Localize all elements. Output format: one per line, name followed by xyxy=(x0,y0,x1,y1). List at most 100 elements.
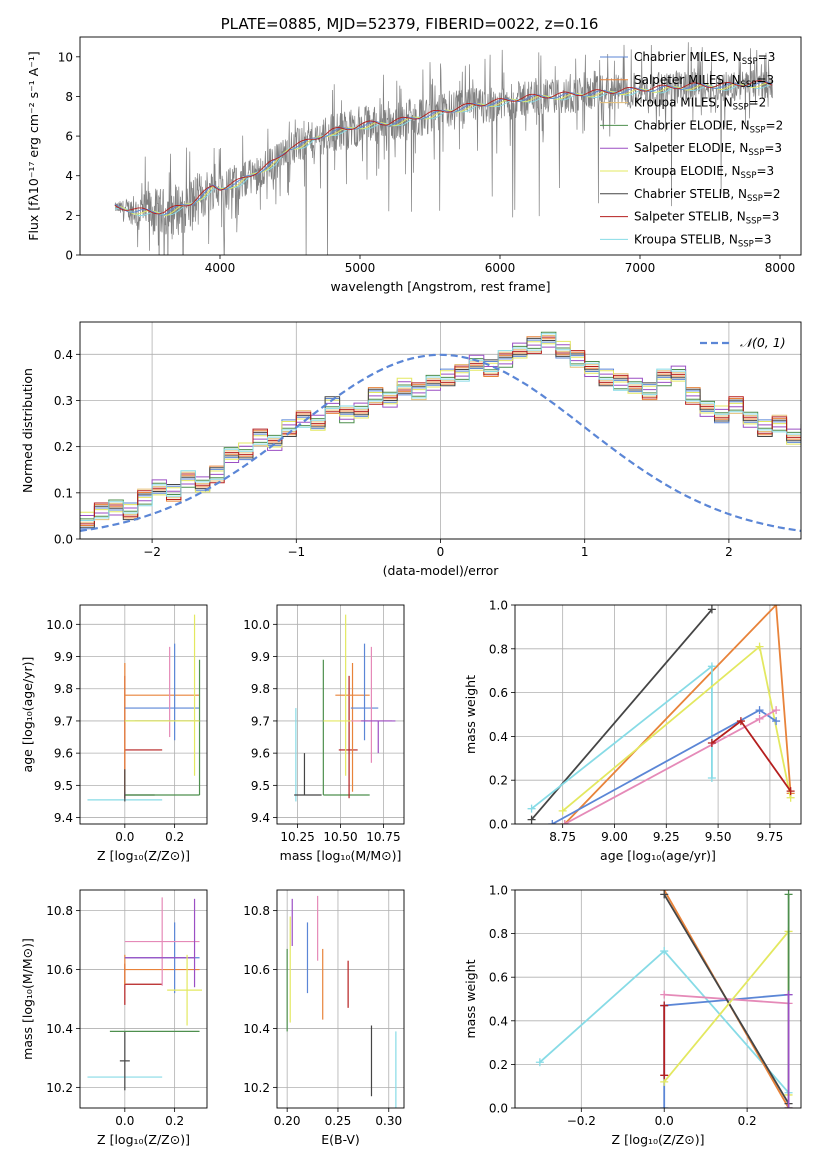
x-tick-label: 9.00 xyxy=(601,830,628,844)
y-tick-label: 0.6 xyxy=(489,971,508,985)
y-tick-label: 0.4 xyxy=(489,730,508,744)
x-tick-label: 0.30 xyxy=(375,1114,402,1128)
weight-marker xyxy=(558,806,567,815)
x-tick-label: −1 xyxy=(287,545,305,559)
plot-area-residuals xyxy=(80,331,801,532)
y-tick-label: 0.3 xyxy=(54,394,73,408)
legend-entry: Kroupa ELODIE, NSSP=3 xyxy=(634,164,774,181)
y-tick-label: 9.8 xyxy=(251,682,270,696)
axes-mass-vs-ebv: 0.20 0.25 0.30 10.2 10.4 10.6 10.8 E(B-V) xyxy=(243,889,405,1147)
weight-marker xyxy=(784,990,793,999)
y-tick-label: 0.2 xyxy=(54,440,73,454)
weight-marker xyxy=(527,804,536,813)
y-tick-label: 0.8 xyxy=(489,642,508,656)
y-tick-label: 10.0 xyxy=(46,618,73,632)
legend-text: Kroupa STELIB, N xyxy=(634,232,738,246)
weight-marker xyxy=(660,1104,669,1108)
plot-area-mass-weight-vs-Z xyxy=(535,890,793,1108)
x-tick-label: 9.25 xyxy=(653,830,680,844)
model-spectrum-salpeter-stelib xyxy=(114,80,773,215)
axes-spectrum: 4000 5000 6000 7000 8000 0 2 4 6 8 10 wavelength [A… xyxy=(26,36,802,294)
histogram-salpeter-elodie xyxy=(80,342,801,516)
weight-marker xyxy=(784,890,793,899)
legend-text: Salpeter ELODIE, N xyxy=(634,141,748,155)
x-tick-label: 10.75 xyxy=(366,830,400,844)
x-tick-label: 0.0 xyxy=(655,1114,674,1128)
y-tick-label: 0.2 xyxy=(489,1058,508,1072)
legend-entry: Salpeter ELODIE, NSSP=3 xyxy=(634,141,782,158)
legend-subscript: SSP xyxy=(748,148,764,158)
normal-curve xyxy=(80,353,801,532)
x-tick-label: 0.25 xyxy=(325,1114,352,1128)
weight-marker xyxy=(784,1104,793,1108)
weight-marker xyxy=(755,714,764,723)
y-tick-label: 2 xyxy=(65,209,73,223)
axes-mass-vs-Z: 0.0 0.2 10.2 10.4 10.6 10.8 Z [log₁₀(Z/Z⊙)] mas… xyxy=(20,889,208,1147)
weight-series-kroupa-elodie xyxy=(562,644,792,812)
weight-marker xyxy=(772,706,781,715)
y-tick-label: 0.0 xyxy=(489,1102,508,1116)
x-tick-label: 0.2 xyxy=(165,830,184,844)
weight-marker xyxy=(755,706,764,715)
x-axis-label: (data-model)/error xyxy=(383,563,500,578)
y-tick-label: 10.2 xyxy=(243,1081,270,1095)
weight-marker xyxy=(535,1058,544,1067)
legend-text: Salpeter STELIB, N xyxy=(634,210,746,224)
legend-suffix: =3 xyxy=(764,141,782,155)
weight-marker xyxy=(707,738,716,747)
y-tick-label: 0.0 xyxy=(54,533,73,547)
weight-marker xyxy=(660,990,669,999)
x-axis-label: wavelength [Angstrom, rest frame] xyxy=(330,279,550,294)
axes-age-vs-mass: 10.25 10.50 10.75 9.4 9.5 9.6 9.7 9.8 9.9 10.0 mas… xyxy=(243,604,405,863)
legend-suffix: =2 xyxy=(749,96,767,110)
y-tick-label: 9.9 xyxy=(54,650,73,664)
histogram-salpeter-miles xyxy=(80,336,801,526)
x-tick-label: 4000 xyxy=(205,261,236,275)
y-tick-label: 10.8 xyxy=(46,904,73,918)
legend-suffix: =3 xyxy=(758,50,776,64)
plot-area-age-vs-Z xyxy=(87,614,201,802)
x-tick-label: 7000 xyxy=(625,261,656,275)
weight-marker xyxy=(736,717,745,726)
weight-marker xyxy=(660,890,669,899)
histogram-kroupa-miles xyxy=(80,335,801,523)
legend-subscript: SSP xyxy=(741,171,757,181)
legend-subscript: SSP xyxy=(746,217,762,227)
y-axis-label: age [log₁₀(age/yr)] xyxy=(20,657,35,773)
weight-marker xyxy=(772,717,781,726)
axes-frame xyxy=(276,889,405,1109)
y-tick-label: 10.4 xyxy=(243,1022,270,1036)
legend-suffix: =2 xyxy=(766,118,784,132)
legend-entry: Kroupa MILES, NSSP=2 xyxy=(634,96,766,113)
axes-residuals: −2 −1 0 1 2 0.0 0.1 0.2 0.3 0.4 (data-model)/error… xyxy=(20,321,802,578)
legend-text: Chabrier STELIB, N xyxy=(634,187,747,201)
axes-frame xyxy=(276,604,405,825)
x-tick-label: 1 xyxy=(581,545,589,559)
histogram-chabrier-stelib xyxy=(80,337,801,528)
x-axis-label: mass [log₁₀(M/M⊙)] xyxy=(280,848,402,863)
legend-entry: Chabrier STELIB, NSSP=2 xyxy=(634,187,781,204)
weight-marker xyxy=(527,815,536,824)
axes-mass-weight-vs-Z: −0.2 0.0 0.2 0.0 0.2 0.4 0.6 0.8 1.0 Z [log₁₀(Z/Z… xyxy=(463,884,802,1147)
x-axis-label: E(B-V) xyxy=(321,1132,360,1147)
y-tick-label: 9.5 xyxy=(54,779,73,793)
y-axis-label: mass weight xyxy=(463,675,478,754)
legend-entry: Chabrier ELODIE, NSSP=2 xyxy=(634,118,783,135)
histogram-salpeter-stelib xyxy=(80,336,801,525)
x-tick-label: 8.75 xyxy=(549,830,576,844)
legend-text: Kroupa ELODIE, N xyxy=(634,164,741,178)
x-tick-label: 10.50 xyxy=(323,830,357,844)
x-axis-label: age [log₁₀(age/yr)] xyxy=(600,848,716,863)
x-tick-label: −0.2 xyxy=(567,1114,596,1128)
legend-entry: Kroupa STELIB, NSSP=3 xyxy=(634,232,772,249)
legend-text: Chabrier MILES, N xyxy=(634,50,742,64)
y-tick-label: 10.2 xyxy=(46,1081,73,1095)
x-axis-label: Z [log₁₀(Z/Z⊙)] xyxy=(97,848,190,863)
legend-entry: Chabrier MILES, NSSP=3 xyxy=(634,50,775,67)
weight-series-chabrier-stelib xyxy=(663,893,790,1105)
y-tick-label: 0.6 xyxy=(489,686,508,700)
weight-marker xyxy=(707,605,716,614)
legend-subscript: SSP xyxy=(733,103,749,113)
y-axis-label: Flux [fλ10⁻¹⁷ erg cm⁻² s⁻¹ A⁻¹] xyxy=(26,51,41,240)
